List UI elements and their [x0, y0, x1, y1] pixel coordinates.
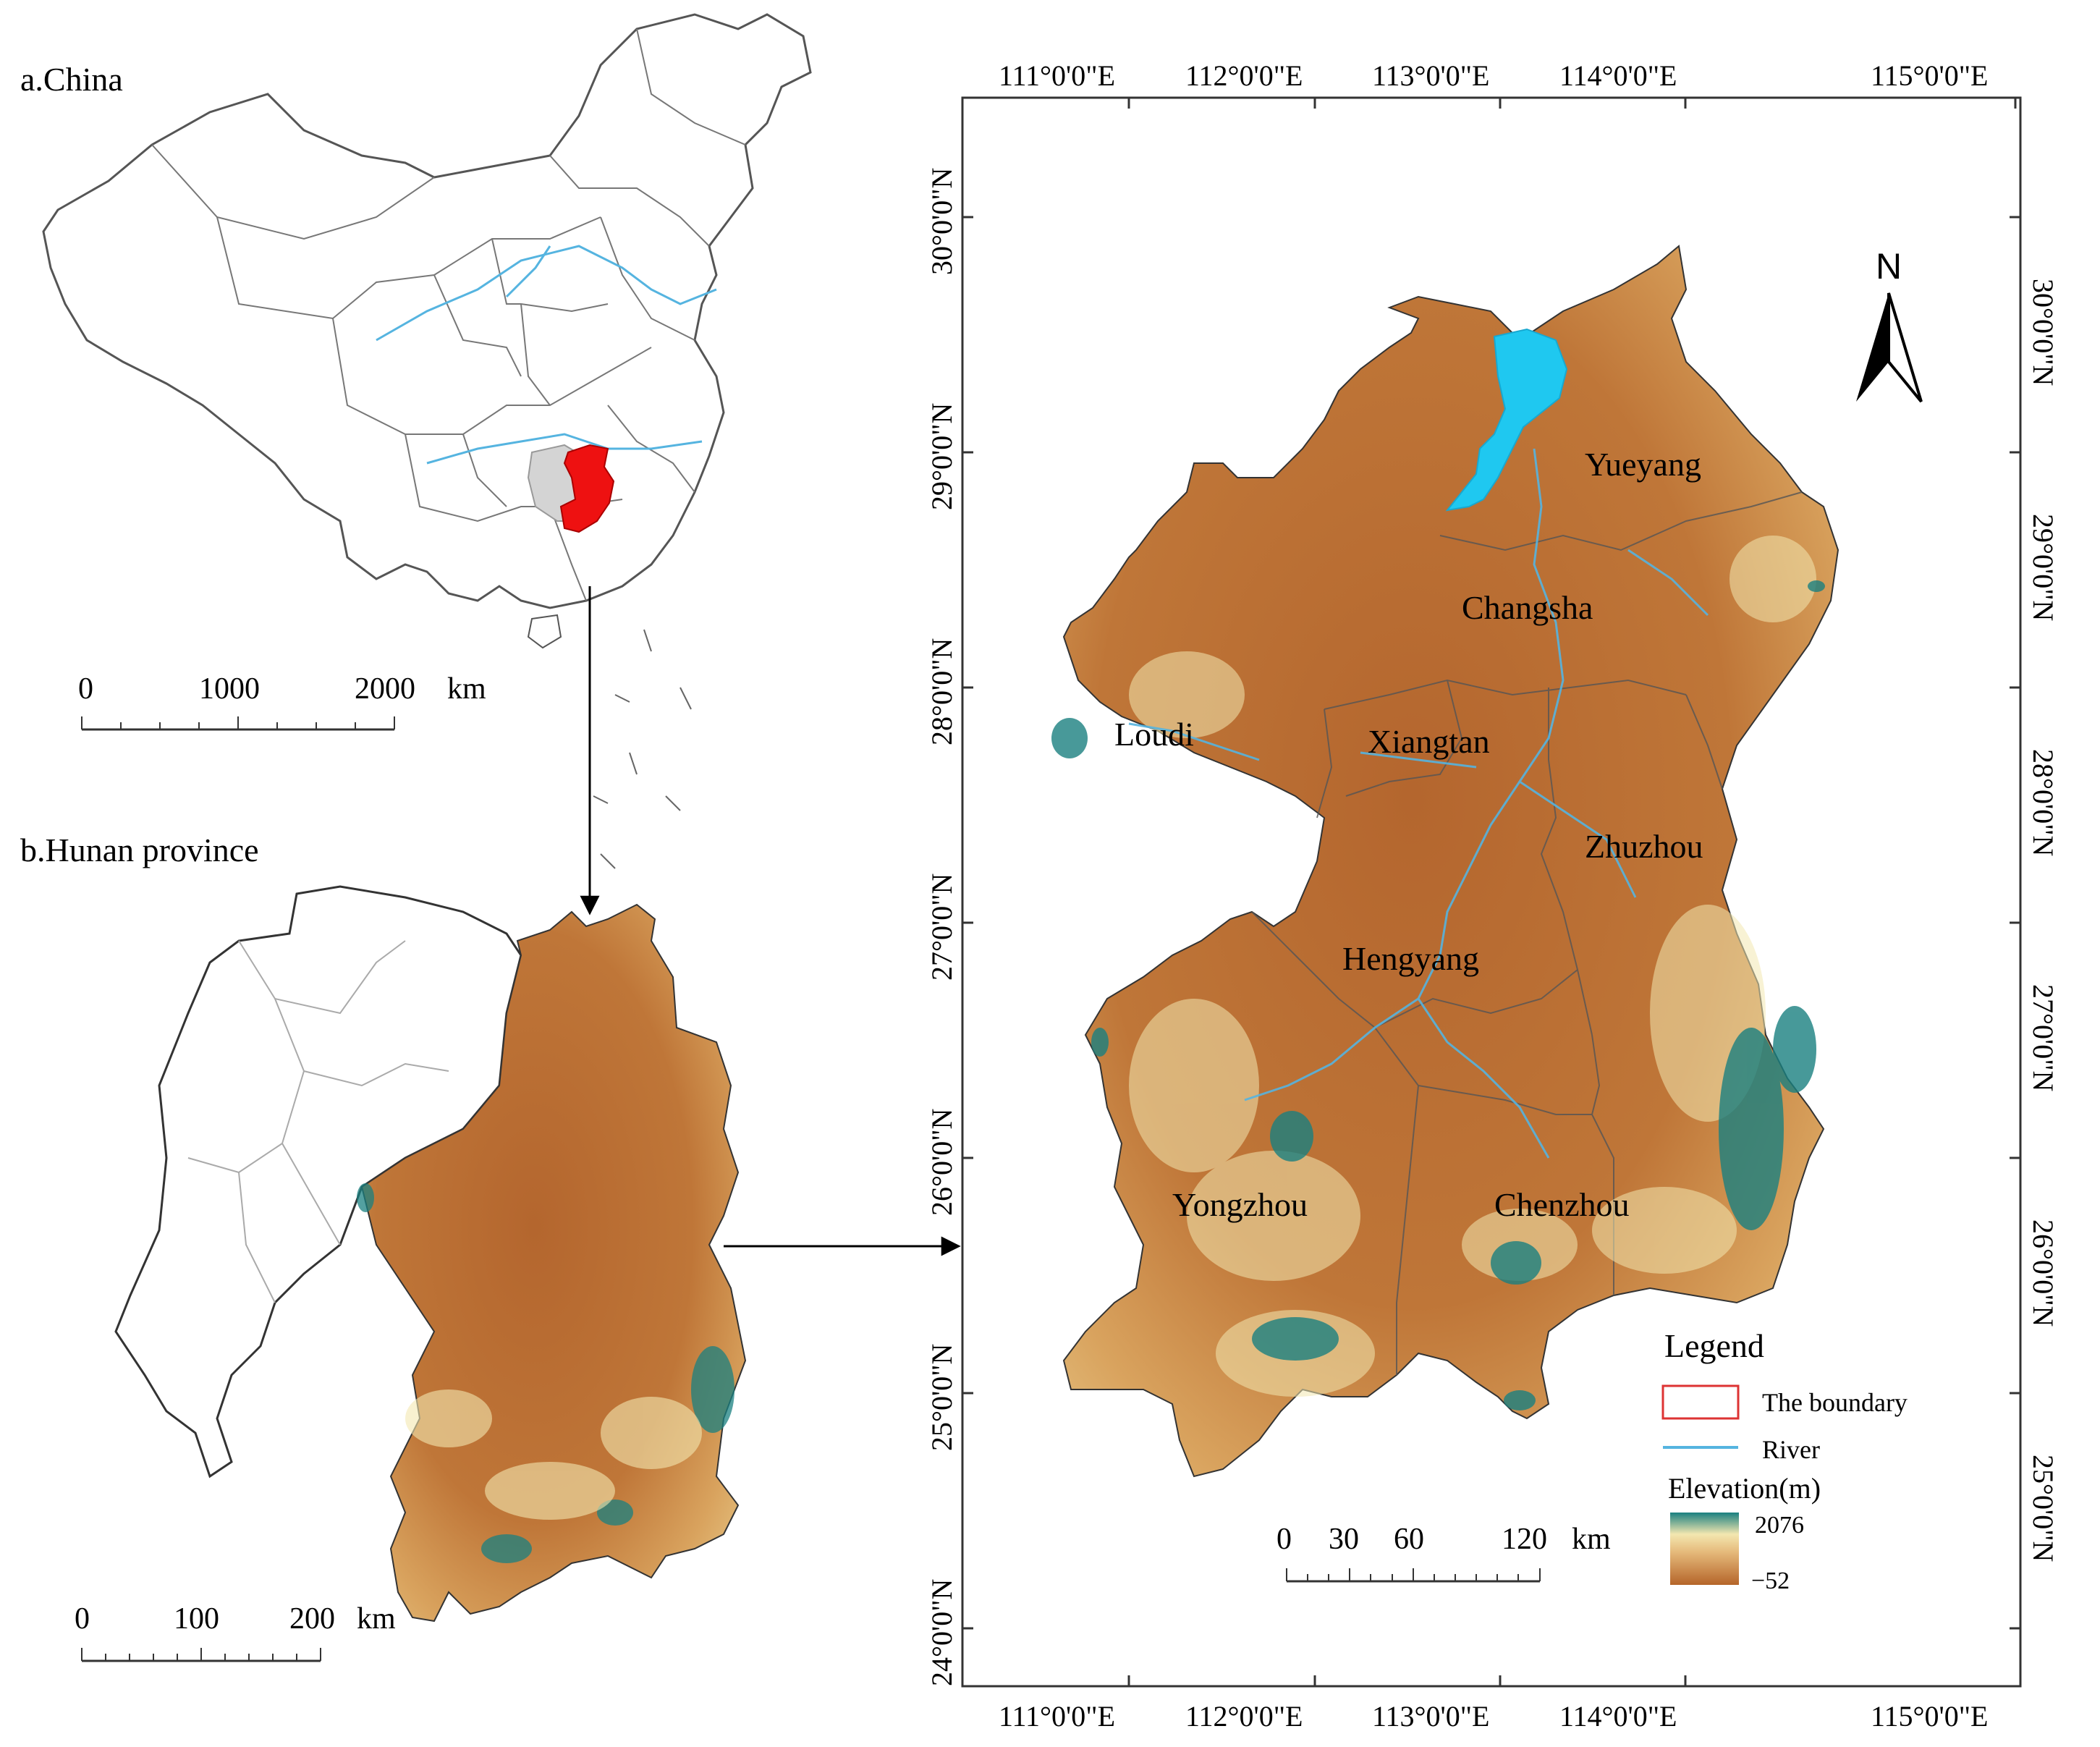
lat-label-left-27: 27°0'0"N — [926, 874, 958, 981]
city-label-yongzhou: Yongzhou — [1172, 1186, 1308, 1223]
lat-label-right-27: 27°0'0"N — [2027, 984, 2059, 1091]
lat-label-right-26: 26°0'0"N — [2027, 1219, 2059, 1327]
hainan-island — [527, 614, 562, 649]
city-label-yueyang: Yueyang — [1585, 446, 1701, 483]
china-province-lines — [151, 28, 746, 601]
north-arrow-icon: N — [1856, 246, 1923, 403]
north-arrow-label: N — [1876, 246, 1902, 287]
lon-label-top-112: 112°0'0"E — [1185, 59, 1303, 92]
hunan-scale-unit: km — [357, 1602, 396, 1636]
legend-river-label: River — [1762, 1435, 1820, 1464]
china-scale-tick-0: 0 — [78, 672, 93, 706]
study-scale-tick-0: 0 — [1276, 1523, 1292, 1556]
legend-elevation-title: Elevation(m) — [1668, 1472, 1821, 1505]
lon-labels-bottom: 111°0'0"E 112°0'0"E 113°0'0"E 114°0'0"E … — [999, 1700, 1988, 1733]
graticule-ticks — [962, 98, 2020, 1686]
hunan-scale-tick-0: 0 — [75, 1602, 90, 1636]
legend-elevation-max: 2076 — [1755, 1512, 1804, 1539]
china-panel-label: a.China — [20, 61, 123, 98]
hunan-highland-patches — [357, 1183, 734, 1563]
lon-label-bottom-112: 112°0'0"E — [1185, 1700, 1303, 1733]
lat-labels-left: 24°0'0"N 25°0'0"N 26°0'0"N 27°0'0"N 28°0… — [926, 168, 958, 1686]
china-scale-bar: 0 1000 2000 km — [78, 672, 486, 731]
legend-boundary-label: The boundary — [1762, 1388, 1908, 1417]
city-label-changsha: Changsha — [1462, 589, 1593, 626]
hunan-scale-tick-1: 100 — [174, 1602, 219, 1636]
legend-elevation-ramp — [1670, 1513, 1739, 1585]
lon-label-top-114: 114°0'0"E — [1559, 59, 1677, 92]
study-rivers — [1128, 448, 1709, 1159]
lat-label-right-25: 25°0'0"N — [2027, 1455, 2059, 1562]
lon-label-top-111: 111°0'0"E — [999, 59, 1115, 92]
study-prefecture-boundaries — [1251, 491, 1803, 1375]
city-label-hengyang: Hengyang — [1342, 940, 1479, 977]
hunan-highlight-red — [559, 444, 615, 533]
city-labels: Yueyang Changsha Loudi Xiangtan Zhuzhou … — [1114, 446, 1703, 1223]
lon-label-top-115: 115°0'0"E — [1871, 59, 1988, 92]
panel-study-area: 111°0'0"E 112°0'0"E 113°0'0"E 114°0'0"E … — [926, 59, 2059, 1733]
hunan-scale-bar: 0 100 200 km — [75, 1602, 396, 1662]
study-scale-tick-120: 120 — [1502, 1523, 1547, 1556]
china-scale-unit: km — [447, 672, 486, 706]
lon-labels-top: 111°0'0"E 112°0'0"E 113°0'0"E 114°0'0"E … — [999, 59, 1988, 92]
hunan-internal-boundaries — [187, 940, 449, 1303]
china-scale-tick-2: 2000 — [355, 672, 415, 706]
lon-label-bottom-114: 114°0'0"E — [1559, 1700, 1677, 1733]
legend-title: Legend — [1664, 1327, 1764, 1364]
china-scale-tick-1: 1000 — [199, 672, 260, 706]
lat-label-right-29: 29°0'0"N — [2027, 514, 2059, 621]
study-mountain-zones — [1051, 580, 1825, 1410]
lat-label-left-25: 25°0'0"N — [926, 1344, 958, 1451]
study-scale-tick-60: 60 — [1394, 1523, 1424, 1556]
lon-label-bottom-111: 111°0'0"E — [999, 1700, 1115, 1733]
lat-labels-right: 25°0'0"N 26°0'0"N 27°0'0"N 28°0'0"N 29°0… — [2027, 279, 2059, 1562]
study-scale-bar: 0 30 60 120 km — [1276, 1523, 1611, 1583]
legend-boundary-swatch — [1661, 1384, 1740, 1420]
lat-label-left-26: 26°0'0"N — [926, 1109, 958, 1216]
study-scale-unit: km — [1572, 1523, 1611, 1556]
lat-label-left-29: 29°0'0"N — [926, 403, 958, 510]
city-label-zhuzhou: Zhuzhou — [1585, 828, 1703, 865]
hunan-hill-patches — [405, 1389, 702, 1520]
lat-label-left-30: 30°0'0"N — [926, 168, 958, 275]
study-hill-zones — [1129, 536, 1816, 1397]
lon-label-bottom-113: 113°0'0"E — [1372, 1700, 1489, 1733]
legend-elevation-min: −52 — [1751, 1568, 1790, 1594]
city-label-chenzhou: Chenzhou — [1494, 1186, 1630, 1223]
hunan-scale-tick-2: 200 — [289, 1602, 335, 1636]
panel-hunan: b.Hunan province — [20, 832, 747, 1662]
city-label-xiangtan: Xiangtan — [1368, 723, 1490, 760]
hunan-panel-label: b.Hunan province — [20, 832, 259, 868]
lat-label-right-28: 28°0'0"N — [2027, 749, 2059, 856]
map-legend: Legend The boundary River Elevation(m) 2… — [1661, 1327, 1908, 1594]
study-scale-tick-30: 30 — [1329, 1523, 1359, 1556]
dongting-lake — [1445, 328, 1568, 512]
lat-label-right-30: 30°0'0"N — [2027, 279, 2059, 386]
china-rivers — [376, 245, 717, 465]
lat-label-left-24: 24°0'0"N — [926, 1579, 958, 1686]
lon-label-top-113: 113°0'0"E — [1372, 59, 1489, 92]
lon-label-bottom-115: 115°0'0"E — [1871, 1700, 1988, 1733]
south-sea-islands — [593, 629, 692, 869]
panel-china: a.China — [20, 13, 812, 869]
city-label-loudi: Loudi — [1114, 716, 1194, 753]
lat-label-left-28: 28°0'0"N — [926, 638, 958, 745]
